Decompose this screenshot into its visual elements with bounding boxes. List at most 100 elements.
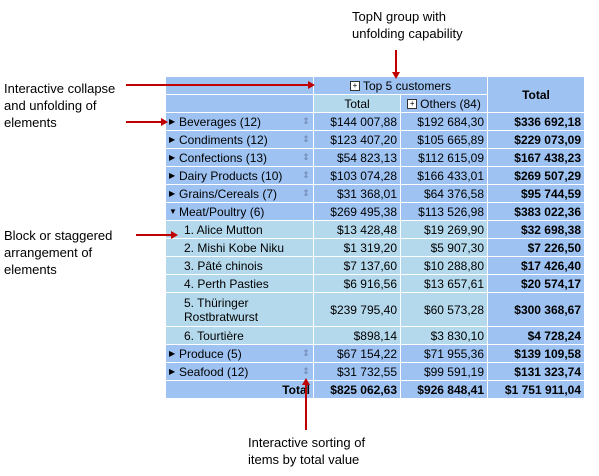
- sort-icon[interactable]: ⇕: [302, 116, 310, 126]
- row-label-wrap[interactable]: ▶ Confections (13) ⇕: [169, 151, 310, 165]
- table-row: 3. Pâté chinois $7 137,60 $10 288,80 $17 42…: [165, 256, 585, 275]
- value-cell-top5: $6 916,56: [313, 274, 401, 293]
- value-cell-others: $71 955,36: [400, 344, 488, 363]
- sort-icon[interactable]: ⇕: [302, 134, 310, 144]
- row-label-text: 3. Pâté chinois: [184, 258, 263, 273]
- annotation-sorting-line2: items by total value: [248, 452, 360, 467]
- sort-icon[interactable]: ⇕: [302, 366, 310, 376]
- value-cell-others: $99 591,19: [400, 362, 488, 381]
- value-cell-total: $17 426,40: [487, 256, 585, 275]
- sort-icon[interactable]: ⇕: [302, 152, 310, 162]
- value-cell-others: $19 269,90: [400, 220, 488, 239]
- topn-group-header[interactable]: + Top 5 customers: [313, 76, 488, 95]
- value-cell-total: $32 698,38: [487, 220, 585, 239]
- sort-icon[interactable]: ⇕: [302, 188, 310, 198]
- annotation-collapse: Interactive collapse and unfolding of el…: [4, 80, 144, 131]
- value-cell-total: $4 728,24: [487, 326, 585, 345]
- grand-total-row: Total $825 062,63 $926 848,41 $1 751 911,04: [165, 380, 585, 399]
- row-label-child: 1. Alice Mutton: [165, 220, 314, 239]
- grand-total-others: $926 848,41: [400, 380, 488, 399]
- row-label-text: Produce (5): [179, 346, 242, 361]
- table-row: ▼ Meat/Poultry (6) $269 495,38 $113 526,98 $…: [165, 202, 585, 221]
- sort-icon[interactable]: ⇕: [302, 348, 310, 358]
- row-label-wrap[interactable]: ▼ Meat/Poultry (6): [169, 205, 310, 219]
- value-cell-top5: $13 428,48: [313, 220, 401, 239]
- value-cell-total: $300 368,67: [487, 292, 585, 327]
- annotation-block-line2: arrangement of: [4, 245, 93, 260]
- row-label-wrap[interactable]: ▶ Seafood (12) ⇕: [169, 365, 310, 379]
- value-cell-others: $112 615,09: [400, 148, 488, 167]
- value-cell-total: $336 692,18: [487, 112, 585, 131]
- annotation-topn-line2: unfolding capability: [352, 26, 463, 41]
- row-label-text: Grains/Cereals (7): [179, 186, 278, 201]
- plus-box-icon[interactable]: +: [349, 81, 360, 92]
- annotation-block: Block or staggered arrangement of elemen…: [4, 227, 154, 278]
- grand-total-total: $1 751 911,04: [487, 380, 585, 399]
- annotation-topn-line1: TopN group with: [352, 9, 446, 24]
- row-label-child: 2. Mishi Kobe Niku: [165, 238, 314, 257]
- table-row: ▶ Condiments (12) ⇕ $123 407,20 $105 665,89 $…: [165, 130, 585, 149]
- row-label-text: 4. Perth Pasties: [184, 276, 269, 291]
- value-cell-total: $383 022,36: [487, 202, 585, 221]
- row-label-text: 6. Tourtière: [184, 328, 244, 343]
- table-row: ▶ Seafood (12) ⇕ $31 732,55 $99 591,19 $131 3…: [165, 362, 585, 381]
- row-label-wrap[interactable]: ▶ Dairy Products (10) ⇕: [169, 169, 310, 183]
- row-label-group[interactable]: ▶ Seafood (12) ⇕: [165, 362, 314, 381]
- triangle-right-icon[interactable]: ▶: [169, 367, 176, 376]
- arrow-collapse-head: [308, 81, 315, 89]
- value-cell-total: $229 073,09: [487, 130, 585, 149]
- value-cell-others: $113 526,98: [400, 202, 488, 221]
- row-label-wrap[interactable]: ▶ Condiments (12) ⇕: [169, 133, 310, 147]
- row-label-wrap[interactable]: ▶ Beverages (12) ⇕: [169, 115, 310, 129]
- sort-icon[interactable]: ⇕: [302, 170, 310, 180]
- row-label-wrap[interactable]: ▶ Grains/Cereals (7) ⇕: [169, 187, 310, 201]
- arrow-block-head: [171, 231, 178, 239]
- arrow-topn-head: [392, 72, 400, 79]
- row-label-wrap[interactable]: ▶ Produce (5) ⇕: [169, 347, 310, 361]
- value-cell-top5: $144 007,88: [313, 112, 401, 131]
- annotation-topn: TopN group with unfolding capability: [352, 8, 502, 42]
- header-row-1: + Top 5 customers Total: [165, 76, 585, 113]
- row-label-text: 1. Alice Mutton: [184, 222, 263, 237]
- triangle-right-icon[interactable]: ▶: [169, 189, 176, 198]
- value-cell-top5: $239 795,40: [313, 292, 401, 327]
- value-cell-top5: $31 368,01: [313, 184, 401, 203]
- plus-box-icon[interactable]: +: [407, 99, 418, 110]
- annotation-sorting: Interactive sorting of items by total va…: [248, 434, 408, 468]
- triangle-down-icon[interactable]: ▼: [169, 207, 177, 216]
- value-cell-total: $167 438,23: [487, 148, 585, 167]
- table-row: ▶ Produce (5) ⇕ $67 154,22 $71 955,36 $139 10…: [165, 344, 585, 363]
- triangle-right-icon[interactable]: ▶: [169, 135, 176, 144]
- others-label: Others (84): [420, 96, 481, 111]
- row-label-child: 6. Tourtière: [165, 326, 314, 345]
- table-row: ▶ Beverages (12) ⇕ $144 007,88 $192 684,30 $3…: [165, 112, 585, 131]
- row-label-text: Beverages (12): [179, 114, 262, 129]
- value-cell-top5: $103 074,28: [313, 166, 401, 185]
- row-label-group[interactable]: ▶ Produce (5) ⇕: [165, 344, 314, 363]
- table-row: 6. Tourtière $898,14 $3 830,10 $4 728,24: [165, 326, 585, 345]
- value-cell-total: $20 574,17: [487, 274, 585, 293]
- grand-total-top5: $825 062,63: [313, 380, 401, 399]
- triangle-right-icon[interactable]: ▶: [169, 117, 176, 126]
- annotation-block-line1: Block or staggered: [4, 228, 113, 243]
- value-cell-top5: $269 495,38: [313, 202, 401, 221]
- table-row: 1. Alice Mutton $13 428,48 $19 269,90 $32 6…: [165, 220, 585, 239]
- value-cell-others: $60 573,28: [400, 292, 488, 327]
- value-cell-top5: $31 732,55: [313, 362, 401, 381]
- topn-group-title: Top 5 customers: [362, 78, 452, 93]
- row-label-text: Dairy Products (10): [179, 168, 283, 183]
- triangle-right-icon[interactable]: ▶: [169, 171, 176, 180]
- triangle-right-icon[interactable]: ▶: [169, 349, 176, 358]
- value-cell-others: $3 830,10: [400, 326, 488, 345]
- annotation-sorting-line1: Interactive sorting of: [248, 435, 366, 450]
- triangle-right-icon[interactable]: ▶: [169, 153, 176, 162]
- annotation-block-line3: elements: [4, 262, 57, 277]
- value-cell-top5: $67 154,22: [313, 344, 401, 363]
- pivot-grid: + Top 5 customers Total Total + Others (84…: [165, 76, 585, 399]
- arrow-collapse2-head: [161, 118, 168, 126]
- annotation-collapse-line1: Interactive collapse: [4, 81, 116, 96]
- row-label-text: 5. Thüringer Rostbratwurst: [184, 295, 259, 324]
- table-row: 5. Thüringer Rostbratwurst $239 795,40 $60…: [165, 292, 585, 327]
- row-label-group[interactable]: ▶ Condiments (12) ⇕: [165, 130, 314, 149]
